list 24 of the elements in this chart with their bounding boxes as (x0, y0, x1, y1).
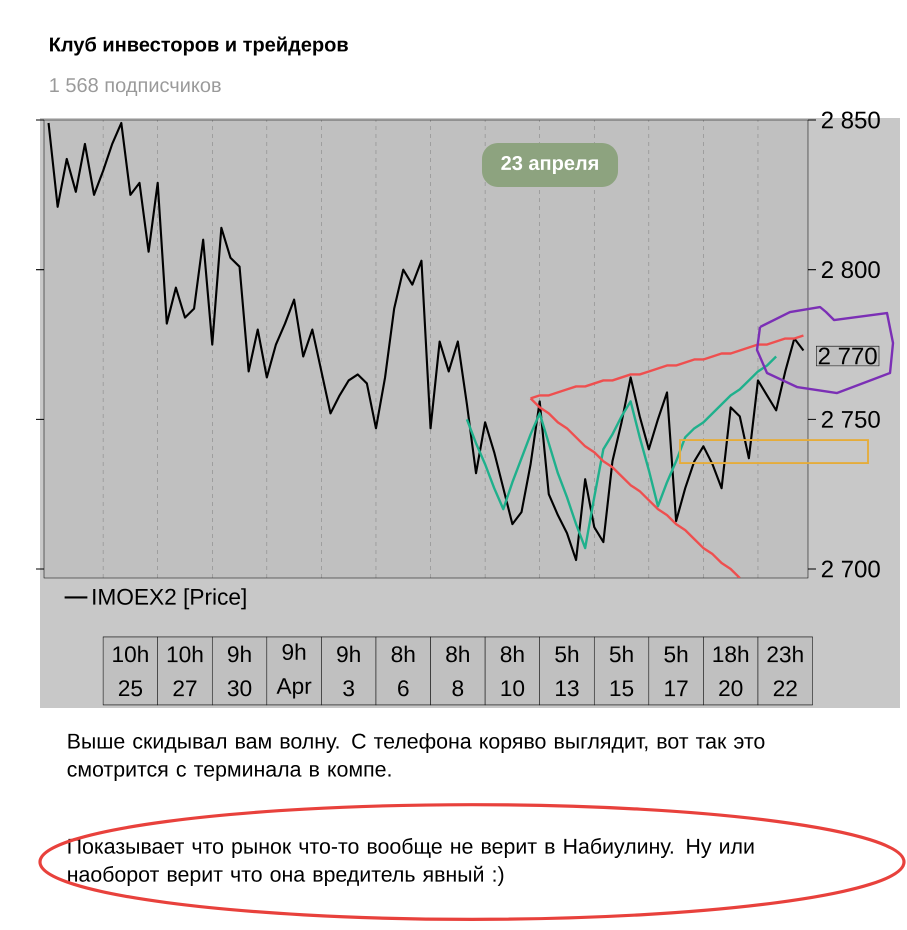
x-tick-label: 5h 17 (664, 646, 688, 696)
text: Показывает что рынок что-то вообще не верит в Набиулину. Ну или наоборот верит что она вредитель явный :) (68, 838, 754, 886)
x-tick-label: 8h 6 (392, 646, 414, 696)
x-tick-label: 23h 22 (767, 646, 803, 696)
x-tick-label: 18h 20 (714, 646, 748, 696)
x-tick-label: 8h 8 (446, 646, 469, 696)
x-tick-label: 9h Apr (276, 643, 312, 699)
text: Выше скидывал вам волну. С телефона коряво выглядит, вот так это смотрится с терминала в компе. (68, 733, 764, 781)
y-tick-label: 2 850 (822, 111, 880, 128)
x-tick-label: 5h 15 (610, 646, 634, 696)
x-tick-label: 5h 13 (555, 646, 579, 696)
x-tick-label: 10h 27 (168, 646, 202, 696)
x-tick-label: 9h 3 (337, 646, 360, 696)
x-tick-label: 10h 25 (113, 646, 148, 696)
chart-title: Клуб инвесторов и трейдеров (50, 36, 348, 56)
y-tick-label: 2 800 (822, 261, 880, 278)
x-tick-label: 9h 30 (228, 646, 252, 696)
chart-subtitle: 1 568 подписчиков (50, 78, 221, 96)
y-tick-label: 2 750 (822, 410, 880, 428)
text: 2 770 (818, 347, 877, 364)
y-tick-label: 2 700 (822, 560, 880, 578)
x-tick-label: 8h 10 (500, 646, 524, 696)
annotation: 23 апреля (501, 156, 598, 174)
legend-label: IMOEX2 [Price] (93, 588, 246, 610)
